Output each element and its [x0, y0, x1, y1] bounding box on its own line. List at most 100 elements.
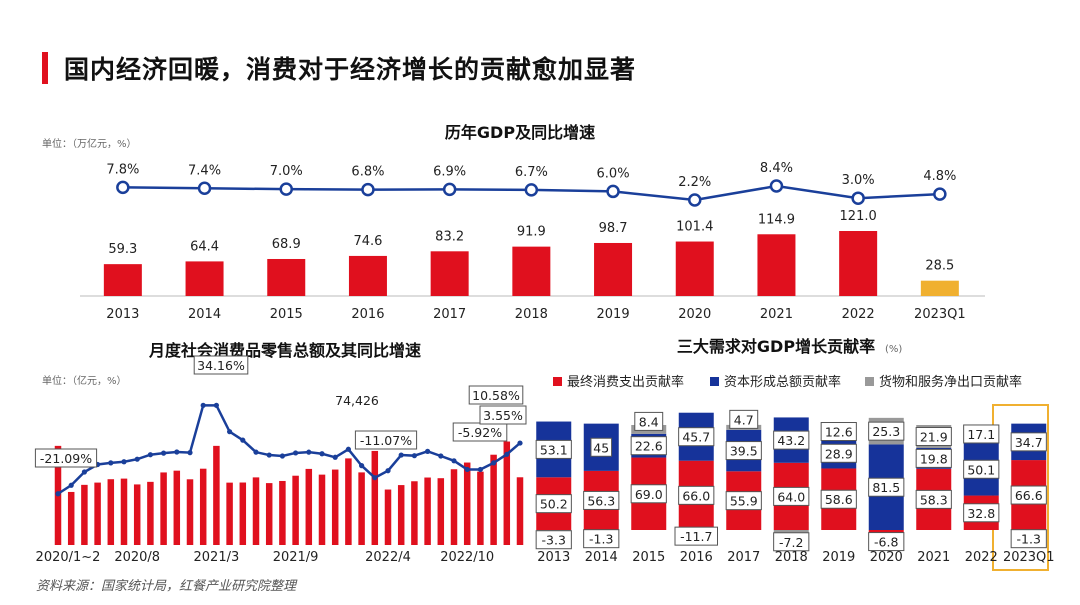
retail-bar — [292, 475, 299, 545]
contrib-year-label: 2013 — [537, 550, 570, 565]
gdp-growth-point — [933, 187, 947, 201]
retail-bar — [226, 482, 233, 545]
retail-growth-point — [161, 450, 167, 456]
source-note: 资料来源：国家统计局，红餐产业研究院整理 — [36, 579, 297, 594]
gdp-value-label: 101.4 — [676, 220, 713, 235]
retail-growth-point — [425, 448, 431, 454]
retail-bar — [252, 477, 260, 545]
retail-growth-line — [57, 404, 521, 495]
retail-bar — [305, 468, 313, 545]
retail-bar — [160, 472, 167, 545]
page-title: 国内经济回暖，消费对于经济增长的贡献愈加显著 — [64, 55, 637, 84]
contrib-value-label: 43.2 — [777, 433, 805, 448]
contrib-value-box — [678, 427, 715, 447]
retail-bar — [397, 485, 405, 545]
contrib-chart-title-unit: (%) — [885, 344, 902, 355]
retail-annotation: 10.58% — [472, 388, 520, 403]
contrib-value-label: -1.3 — [589, 532, 613, 547]
contrib-value-label: -7.2 — [779, 535, 803, 550]
gdp-bar — [267, 258, 306, 296]
contrib-value-box — [773, 532, 810, 552]
retail-bar — [107, 479, 115, 545]
contrib-value-box — [1010, 485, 1047, 505]
retail-growth-point — [279, 453, 285, 459]
gdp-bar — [430, 251, 469, 296]
contrib-value-box — [963, 459, 1000, 479]
contrib-value-box — [725, 441, 762, 461]
retail-growth-point — [385, 468, 391, 474]
gdp-year-label: 2019 — [597, 307, 630, 322]
contrib-value-label: 12.6 — [825, 425, 853, 440]
contrib-value-box — [773, 430, 810, 450]
gdp-growth-label: 7.0% — [270, 164, 303, 179]
contrib-value-box — [535, 494, 572, 514]
contrib-year-label: 2021 — [917, 550, 950, 565]
contrib-value-box — [915, 448, 952, 468]
gdp-value-label: 83.2 — [435, 229, 464, 244]
gdp-growth-point — [769, 179, 784, 193]
retail-unit-label: 单位：（亿元，%） — [42, 374, 127, 387]
gdp-growth-point — [851, 191, 865, 205]
contrib-legend-swatch — [865, 377, 874, 386]
gdp-bar — [185, 261, 224, 296]
gdp-year-label: 2020 — [678, 307, 711, 322]
contrib-value-box — [535, 530, 572, 550]
contrib-value-box — [725, 491, 762, 511]
contrib-value-label: 21.9 — [920, 429, 948, 444]
retail-bar — [384, 489, 392, 545]
gdp-value-label: 91.9 — [517, 225, 546, 240]
retail-bar — [120, 478, 128, 545]
gdp-value-label: 64.4 — [190, 239, 219, 254]
retail-bar — [265, 483, 273, 545]
retail-bar — [477, 471, 484, 545]
contrib-value-box — [535, 439, 572, 459]
retail-growth-point — [332, 454, 338, 460]
retail-x-tick: 2020/8 — [114, 550, 160, 565]
retail-growth-point — [81, 469, 87, 475]
contrib-value-box — [820, 443, 857, 463]
contrib-legend-swatch — [710, 377, 719, 386]
retail-annotation-box — [34, 448, 98, 468]
gdp-growth-point — [524, 183, 539, 197]
retail-growth-point — [491, 460, 497, 466]
contrib-value-label: 45.7 — [682, 430, 710, 445]
contrib-value-label: 28.9 — [825, 446, 853, 461]
gdp-bar — [103, 264, 142, 296]
gdp-bar — [594, 242, 633, 296]
retail-annotation-box — [354, 430, 418, 450]
gdp-chart-title: 历年GDP及同比增速 — [445, 123, 595, 142]
retail-annotation-box — [479, 405, 527, 425]
gdp-bar — [920, 280, 959, 296]
contrib-value-label: 32.8 — [967, 506, 995, 521]
retail-growth-point — [293, 450, 299, 456]
retail-chart-title: 月度社会消费品零售总额及其同比增速 — [148, 341, 421, 360]
retail-growth-point — [517, 440, 523, 446]
gdp-year-label: 2021 — [760, 307, 793, 322]
gdp-bar — [348, 255, 387, 296]
contrib-value-label: 69.0 — [635, 487, 663, 502]
contrib-value-label: 8.4 — [639, 414, 659, 429]
retail-bar — [213, 445, 220, 545]
retail-chart: 月度社会消费品零售总额及其同比增速 单位：（亿元，%） 2020/1~2 2020… — [34, 341, 527, 565]
contrib-chart: 三大需求对GDP增长贡献率 (%) 最终消费支出贡献率 资本形成总额贡献率 货物和服… — [535, 337, 1055, 571]
retail-x-tick: 2022/4 — [365, 550, 411, 565]
gdp-value-label: 68.9 — [272, 237, 301, 252]
retail-growth-point — [438, 453, 444, 459]
retail-bar — [503, 441, 511, 545]
retail-growth-point — [68, 482, 74, 488]
contrib-value-box — [630, 436, 667, 456]
gdp-chart: 历年GDP及同比增速 单位：（万亿元，%） 59.3 2013 64.4 2014 68… — [42, 123, 985, 322]
gdp-bar — [757, 234, 796, 296]
retail-bar — [450, 469, 458, 545]
gdp-growth-point — [606, 184, 620, 199]
retail-annotation: -11.07% — [360, 433, 412, 448]
retail-bar — [67, 491, 75, 545]
retail-growth-point — [187, 450, 193, 456]
retail-growth-point — [240, 437, 246, 443]
retail-bar — [463, 462, 471, 545]
contrib-year-label: 2015 — [632, 550, 665, 565]
contrib-value-label: 22.6 — [635, 439, 663, 454]
contrib-value-label: 4.7 — [734, 412, 754, 427]
contrib-legend-label: 货物和服务净出口贡献率 — [879, 374, 1022, 390]
contrib-value-label: 81.5 — [872, 480, 900, 495]
